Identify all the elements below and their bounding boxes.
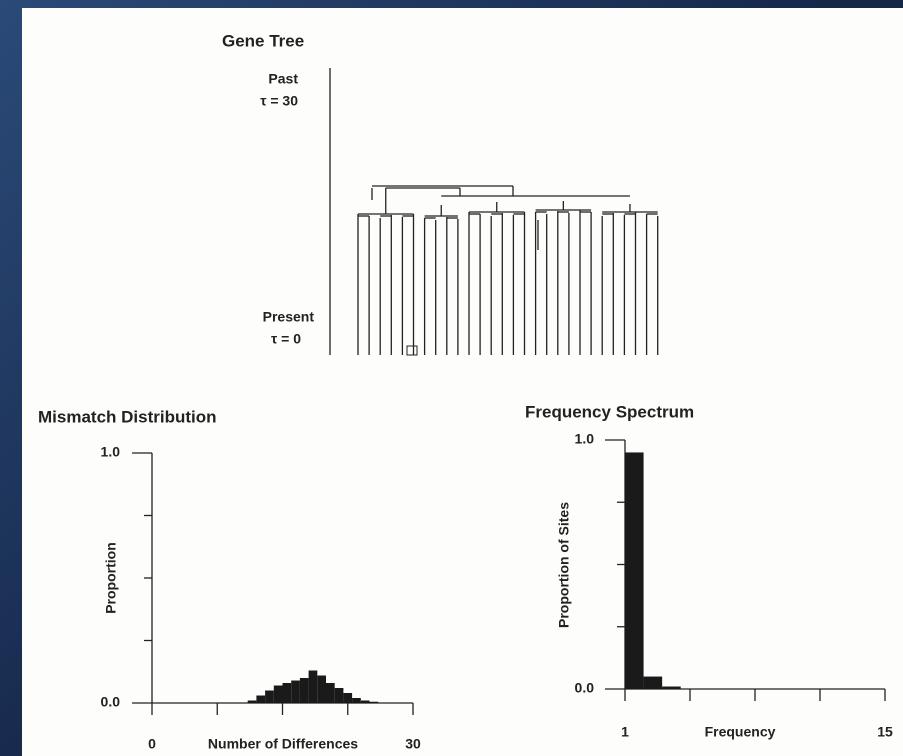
bar bbox=[247, 700, 257, 703]
x-tick-label: 1 bbox=[621, 724, 629, 740]
bar bbox=[662, 686, 681, 689]
bar bbox=[299, 678, 309, 703]
bar bbox=[282, 683, 292, 703]
bar bbox=[334, 688, 344, 703]
x-tick-label: 0 bbox=[148, 736, 156, 752]
past-tau: τ = 30 bbox=[260, 93, 298, 109]
gene-tree bbox=[357, 185, 659, 356]
present-label: Present bbox=[263, 309, 315, 325]
branch bbox=[406, 345, 418, 356]
bar bbox=[273, 685, 283, 703]
bar bbox=[291, 680, 300, 703]
bar bbox=[265, 690, 274, 703]
present-tau: τ = 0 bbox=[271, 331, 301, 347]
past-label: Past bbox=[268, 71, 298, 87]
bar bbox=[326, 683, 335, 703]
y-axis-label: Proportion of Sites bbox=[556, 502, 572, 628]
bar bbox=[369, 701, 379, 703]
x-axis-label: Number of Differences bbox=[208, 736, 358, 752]
y-axis-label: Proportion bbox=[103, 542, 119, 614]
bar bbox=[625, 452, 644, 689]
bar bbox=[643, 676, 663, 689]
y-tick-label: 0.0 bbox=[575, 680, 595, 696]
chart-title: Mismatch Distribution bbox=[38, 407, 217, 426]
y-tick-label: 1.0 bbox=[575, 431, 595, 447]
x-tick-label: 15 bbox=[877, 724, 893, 740]
x-axis-label: Frequency bbox=[705, 724, 776, 740]
bar bbox=[256, 695, 266, 703]
y-tick-label: 1.0 bbox=[101, 444, 121, 460]
x-tick-label: 30 bbox=[405, 736, 421, 752]
bar bbox=[343, 693, 353, 703]
tree-title: Gene Tree bbox=[222, 31, 304, 50]
figure-panel bbox=[22, 8, 903, 756]
bar bbox=[308, 670, 318, 703]
chart-title: Frequency Spectrum bbox=[525, 402, 694, 421]
bar bbox=[317, 675, 326, 703]
y-tick-label: 0.0 bbox=[101, 694, 121, 710]
bar bbox=[352, 698, 361, 703]
bar bbox=[360, 700, 370, 703]
